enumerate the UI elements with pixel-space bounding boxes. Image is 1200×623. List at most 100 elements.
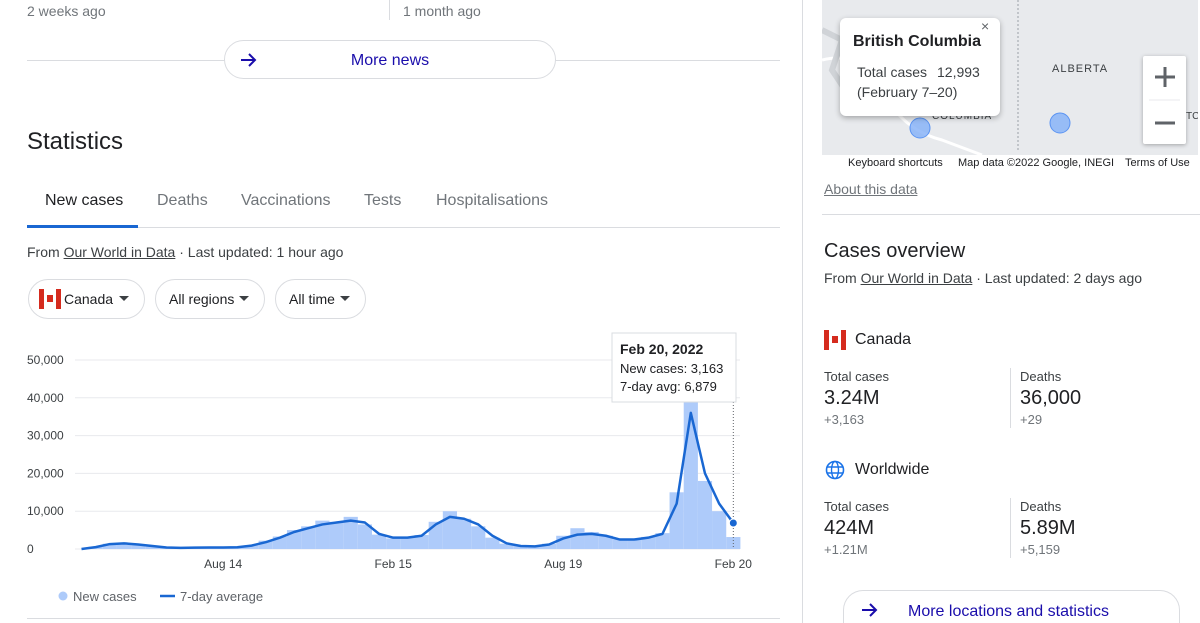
text: From [27, 244, 60, 260]
y-tick-label: 0 [27, 542, 34, 556]
tab[interactable]: Tests [364, 192, 402, 209]
tab[interactable]: Hospitalisations [436, 192, 549, 209]
more-news-button[interactable]: More news [224, 40, 556, 79]
subregion-dropdown[interactable]: All regions [155, 279, 265, 319]
dropdown-label: Canada [64, 291, 114, 307]
bar [371, 534, 387, 549]
y-tick-label: 10,000 [27, 504, 64, 518]
map[interactable]: ALBERTA COLUMBIA TC British Columbia × T… [822, 0, 1198, 155]
legend-swatch [58, 591, 68, 601]
map-label: COLUMBIA [932, 111, 993, 122]
bar [414, 535, 429, 549]
y-tick-label: 50,000 [27, 353, 64, 367]
x-tick-label: Feb 15 [375, 557, 413, 571]
bar [386, 538, 401, 549]
tab-divider [27, 227, 780, 228]
news-time: 2 weeks ago [27, 3, 106, 19]
bar [570, 528, 585, 549]
line [81, 411, 735, 551]
legend-label: New cases [73, 589, 137, 604]
stat-change: +5,159 [1020, 542, 1061, 557]
bar [102, 543, 117, 549]
popup-title: British Columbia [853, 33, 982, 50]
stat-value: 36,000 [1020, 387, 1082, 409]
chart: 0 10,000 20,000 30,000 40,000 50,000 Aug 14 Feb… [27, 332, 753, 604]
x-tick-label: Aug 14 [204, 557, 242, 571]
stat-label: Total cases [824, 369, 890, 384]
stat-value: 5.89M [1020, 517, 1076, 539]
bar [145, 546, 160, 549]
popup-label: Total cases [857, 64, 928, 80]
bar [116, 544, 132, 549]
bar [513, 545, 528, 549]
close-button[interactable]: × [981, 18, 990, 34]
tooltip-line: 7-day avg: 6,879 [620, 379, 717, 394]
bar [343, 516, 358, 549]
zoom-controls [1143, 56, 1186, 144]
bar [697, 480, 713, 549]
news-time: 1 month ago [403, 3, 481, 19]
panel-divider [802, 0, 803, 623]
stat-value: 424M [824, 517, 875, 539]
stat-label: Total cases [824, 499, 890, 514]
bar [627, 539, 642, 549]
legend-label: 7-day average [180, 589, 263, 604]
stat-label: Deaths [1020, 499, 1062, 514]
source-line: From Our World in Data · Last updated: 1… [27, 244, 343, 260]
stat-value: 3.24M [824, 387, 880, 409]
dropdown-label: All time [289, 291, 335, 307]
bar [598, 535, 613, 549]
tab-indicator [27, 225, 138, 228]
arrow-icon [241, 53, 257, 67]
y-tick-label: 30,000 [27, 429, 64, 443]
map-footer[interactable]: Terms of Use [1125, 157, 1190, 169]
divider [1010, 498, 1011, 558]
map-label: ALBERTA [1052, 63, 1109, 75]
tooltip-title: Feb 20, 2022 [620, 341, 703, 357]
y-tick-label: 20,000 [27, 466, 64, 480]
caret [239, 296, 249, 301]
tab[interactable]: Vaccinations [241, 192, 331, 209]
stat-change: +1.21M [824, 542, 868, 557]
map-footer[interactable]: Keyboard shortcuts [848, 157, 943, 169]
stat-label: Deaths [1020, 369, 1062, 384]
x-tick-label: Feb 20 [715, 557, 753, 571]
about-link[interactable]: About this data [824, 181, 918, 197]
zoom-icons[interactable] [1143, 56, 1186, 144]
bar [258, 540, 273, 549]
time-dropdown[interactable]: All time [275, 279, 366, 319]
button-label: More locations and statistics [908, 603, 1109, 620]
bar [712, 511, 727, 549]
divider [822, 214, 1200, 215]
bar [641, 536, 656, 549]
bar [131, 544, 146, 549]
bar [357, 524, 372, 549]
tooltip-line: New cases: 3,163 [620, 361, 723, 376]
bar [499, 543, 514, 549]
bar [315, 520, 330, 549]
bar [655, 533, 670, 549]
hover-dot [728, 518, 738, 528]
bar [329, 521, 344, 549]
text: From [824, 270, 857, 286]
bar [301, 526, 316, 549]
globe-icon [825, 460, 845, 480]
tab[interactable]: Deaths [157, 192, 208, 209]
source-link[interactable]: Our World in Data [63, 244, 176, 260]
bar [584, 531, 599, 549]
location-name: Canada [855, 331, 912, 348]
map-popup: British Columbia × Total cases 12,993 (F… [840, 18, 1000, 116]
tooltip-box [611, 332, 737, 403]
tab[interactable]: New cases [45, 192, 124, 209]
location-name: Worldwide [855, 461, 930, 478]
source-link[interactable]: Our World in Data [860, 270, 973, 286]
more-locations-button[interactable]: More locations and statistics [843, 590, 1180, 623]
stat-change: +3,163 [824, 412, 865, 427]
flag-icon [39, 289, 61, 309]
caret [119, 296, 129, 301]
bar [542, 543, 557, 549]
region-dropdown[interactable]: Canada [28, 279, 145, 319]
divider [1010, 368, 1011, 428]
popup-value: 12,993 [937, 64, 980, 80]
